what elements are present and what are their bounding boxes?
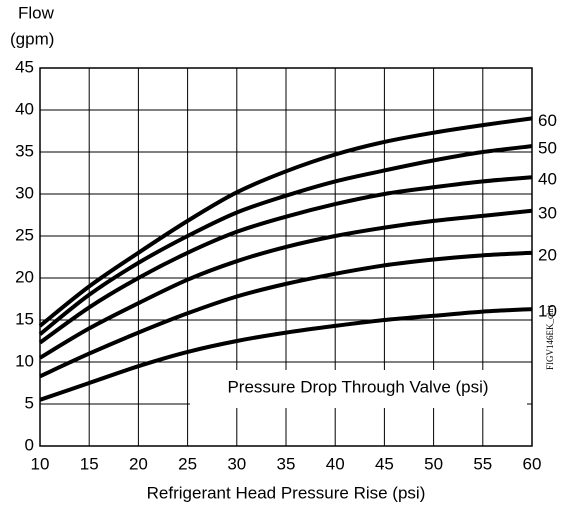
- x-tick-label: 55: [473, 454, 492, 473]
- y-tick-label: 35: [15, 141, 34, 160]
- x-tick-label: 35: [277, 454, 296, 473]
- curve: [38, 116, 533, 328]
- x-tick-label: 40: [326, 454, 345, 473]
- curve: [38, 208, 533, 360]
- x-tick-label: 30: [227, 454, 246, 473]
- legend-label: 30: [538, 203, 557, 222]
- y-tick-label: 20: [15, 267, 34, 286]
- legend-label: 60: [538, 111, 557, 130]
- x-axis-label: Refrigerant Head Pressure Rise (psi): [147, 483, 426, 502]
- y-tick-label: 30: [15, 183, 34, 202]
- plot-frame: [39, 67, 533, 447]
- annotation-box: [190, 370, 527, 408]
- y-axis-label: Flow: [18, 3, 55, 22]
- side-label: FIGV146EK_chrt: [545, 305, 555, 370]
- y-tick-label: 5: [25, 393, 34, 412]
- x-tick-label: 50: [424, 454, 443, 473]
- x-tick-label: 15: [80, 454, 99, 473]
- x-tick-label: 45: [375, 454, 394, 473]
- y-tick-label: 40: [15, 99, 34, 118]
- y-tick-label: 10: [15, 351, 34, 370]
- legend-label: 20: [538, 245, 557, 264]
- curve: [38, 175, 533, 345]
- x-tick-label: 10: [31, 454, 50, 473]
- legend-label: 40: [538, 170, 557, 189]
- annotation: Pressure Drop Through Valve (psi): [227, 377, 488, 396]
- curve: [38, 144, 533, 336]
- x-tick-label: 25: [178, 454, 197, 473]
- y-tick-label: 0: [25, 435, 34, 454]
- curve: [39, 250, 533, 379]
- y-axis-label: (gpm): [10, 29, 54, 48]
- y-tick-label: 25: [15, 225, 34, 244]
- legend-label: 50: [538, 139, 557, 158]
- curve: [39, 307, 533, 402]
- x-tick-label: 60: [523, 454, 542, 473]
- legend-label: 10: [538, 302, 557, 321]
- y-tick-label: 45: [15, 57, 34, 76]
- x-tick-label: 20: [129, 454, 148, 473]
- y-tick-label: 15: [15, 309, 34, 328]
